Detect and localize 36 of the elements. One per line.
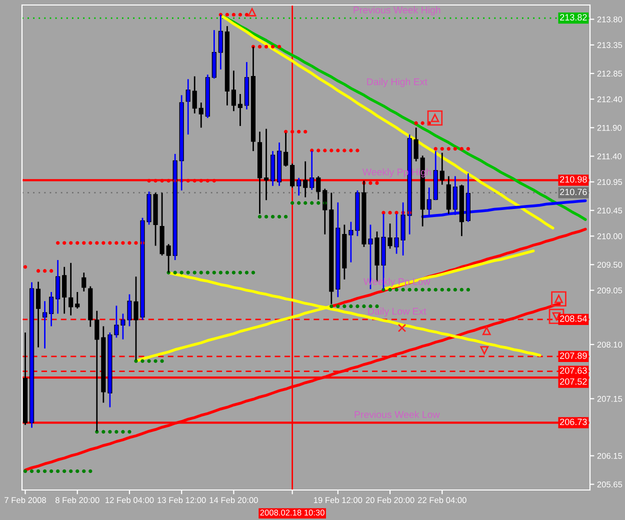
y-tick-label: 213.35	[597, 42, 622, 48]
ref-line-label: 213.82	[560, 14, 587, 21]
x-tick-label: 22 Feb 04:00	[418, 496, 466, 504]
y-tick-label: 213.80	[597, 16, 622, 22]
y-tick-label: 205.65	[597, 481, 622, 488]
x-tick-label: 20 Feb 20:00	[366, 496, 414, 504]
ref-line-label: 207.89	[560, 352, 587, 359]
x-tick-label: 19 Feb 12:00	[314, 496, 362, 504]
y-tick-label: 207.15	[597, 396, 622, 402]
y-tick-label: 210.45	[597, 208, 622, 214]
ref-line-label: 210.76	[560, 188, 587, 196]
y-tick-label: 212.40	[597, 96, 622, 102]
y-tick-label: 211.90	[597, 124, 622, 131]
annotation: Previous Week Low	[354, 410, 440, 418]
annotation: Previous Week High	[354, 6, 440, 16]
y-tick-label: 212.85	[597, 70, 622, 77]
x-tick-label: 8 Feb 20:00	[55, 496, 100, 504]
ref-line-label: 208.54	[560, 315, 587, 322]
x-tick-label: 14 Feb 20:00	[210, 496, 258, 504]
y-tick-label: 210.00	[597, 233, 622, 240]
y-tick-label: 209.05	[597, 287, 622, 294]
x-tick-label: 2008.02.18 10:30	[260, 510, 324, 516]
y-tick-label: 209.50	[597, 262, 622, 268]
y-tick-label: 208.10	[597, 342, 622, 348]
y-tick-label: 206.15	[597, 452, 622, 459]
ref-line-label: 207.52	[560, 378, 587, 385]
y-tick-label: 210.95	[597, 179, 622, 185]
y-tick-label: 211.40	[597, 153, 622, 160]
ref-line-label: 206.73	[560, 418, 587, 426]
x-tick-label: 7 Feb 2008	[4, 496, 46, 504]
annotation: Daily High Ext	[367, 78, 428, 88]
x-tick-label: 13 Feb 12:00	[158, 496, 206, 504]
ref-line-label: 207.63	[560, 367, 587, 374]
ref-line-label: 210.98	[560, 176, 587, 183]
x-tick-label: 12 Feb 04:00	[106, 496, 154, 504]
annotation: Daily Low Ext	[368, 308, 426, 317]
